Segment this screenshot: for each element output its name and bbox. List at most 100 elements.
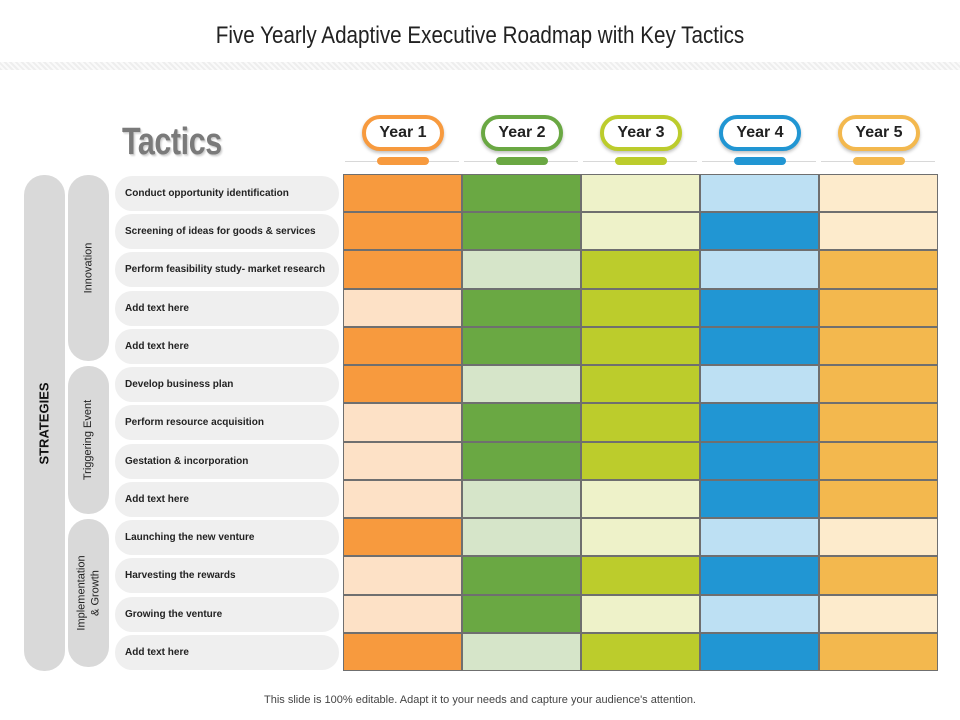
year-color-bar [853,157,905,165]
tactic-item: Screening of ideas for goods & services [115,214,339,250]
matrix-cell [581,556,700,595]
strategy-group-2: Triggering Event [68,366,109,515]
year-header-1: Year 1 [343,115,461,167]
matrix-cell [343,212,462,251]
matrix-cell [819,326,938,366]
strategies-pill [24,175,65,671]
matrix-cell [462,594,581,633]
matrix-cell [462,632,581,671]
matrix-cell [462,250,581,289]
matrix-cell [700,441,819,480]
year-header-3: Year 3 [581,115,699,167]
tactic-item: Growing the venture [115,596,339,632]
matrix-cell [462,403,581,442]
matrix-cell [343,632,462,671]
matrix-cell [462,212,581,251]
tactic-item: Perform resource acquisition [115,405,339,441]
matrix-cell [819,632,938,671]
footer-note: This slide is 100% editable. Adapt it to… [264,694,696,706]
year-header-5: Year 5 [819,115,937,167]
strategies-label-wrap: STRATEGIES [24,175,65,671]
matrix-cell [343,250,462,289]
matrix-cell [343,518,462,557]
year-color-bar [377,157,429,165]
tactic-item: Add text here [115,328,339,364]
year-pill: Year 1 [362,115,444,151]
matrix-cell [462,365,581,404]
matrix-cell [343,288,462,327]
tactic-item: Perform feasibility study- market resear… [115,252,339,288]
matrix-cell [343,479,462,519]
matrix-cell [343,594,462,633]
year-color-bar [496,157,548,165]
matrix-cell [819,288,938,327]
strategy-group-1: Innovation [68,175,109,362]
tactic-item: Add text here [115,481,339,517]
year-pill: Year 3 [600,115,682,151]
matrix-cell [462,326,581,366]
matrix-cell [343,556,462,595]
matrix-cell [819,556,938,595]
matrix-cell [819,518,938,557]
matrix-cell [819,250,938,289]
matrix-cell [700,632,819,671]
strategy-group-label: Implementation & Growth [75,555,102,631]
matrix-cell [581,212,700,251]
tactic-item: Harvesting the rewards [115,558,339,594]
matrix-cell [462,288,581,327]
year-color-bar [615,157,667,165]
matrix-cell [700,288,819,327]
matrix-cell [581,632,700,671]
matrix-cell [819,403,938,442]
slide-title: Five Yearly Adaptive Executive Roadmap w… [215,22,745,49]
matrix-cell [700,174,819,213]
matrix-cell [700,212,819,251]
strategy-group-3: Implementation & Growth [68,519,109,667]
matrix-cell [819,365,938,404]
matrix-cell [700,403,819,442]
matrix-cell [700,594,819,633]
matrix-cell [819,479,938,519]
matrix-cell [700,365,819,404]
matrix-cell [819,441,938,480]
year-header-2: Year 2 [462,115,580,167]
matrix-cell [700,479,819,519]
matrix-cell [462,479,581,519]
year-pill: Year 2 [481,115,563,151]
strategies-label: STRATEGIES [37,381,53,465]
matrix-cell [462,518,581,557]
matrix-cell [581,326,700,366]
matrix-cell [700,518,819,557]
matrix-cell [581,594,700,633]
year-pill: Year 5 [838,115,920,151]
matrix-cell [581,174,700,213]
tactic-item: Add text here [115,634,339,670]
matrix-cell [581,250,700,289]
matrix-cell [581,365,700,404]
tactic-item: Gestation & incorporation [115,443,339,479]
matrix-cell [343,174,462,213]
matrix-cell [700,250,819,289]
title-divider [0,62,960,70]
tactics-heading: Tactics [122,121,222,163]
year-header-4: Year 4 [700,115,818,167]
matrix-cell [462,174,581,213]
strategy-group-label: Triggering Event [82,399,95,481]
matrix-cell [343,441,462,480]
matrix-cell [343,403,462,442]
matrix-cell [462,556,581,595]
matrix-cell [462,441,581,480]
year-pill: Year 4 [719,115,801,151]
matrix-cell [581,518,700,557]
tactic-item: Conduct opportunity identification [115,176,339,211]
matrix-cell [343,326,462,366]
matrix-cell [819,174,938,213]
year-color-bar [734,157,786,165]
matrix-cell [581,403,700,442]
strategy-group-label: Innovation [82,242,95,294]
matrix-cell [343,365,462,404]
matrix-cell [581,441,700,480]
tactic-item: Add text here [115,290,339,326]
matrix-cell [819,212,938,251]
matrix-cell [700,326,819,366]
